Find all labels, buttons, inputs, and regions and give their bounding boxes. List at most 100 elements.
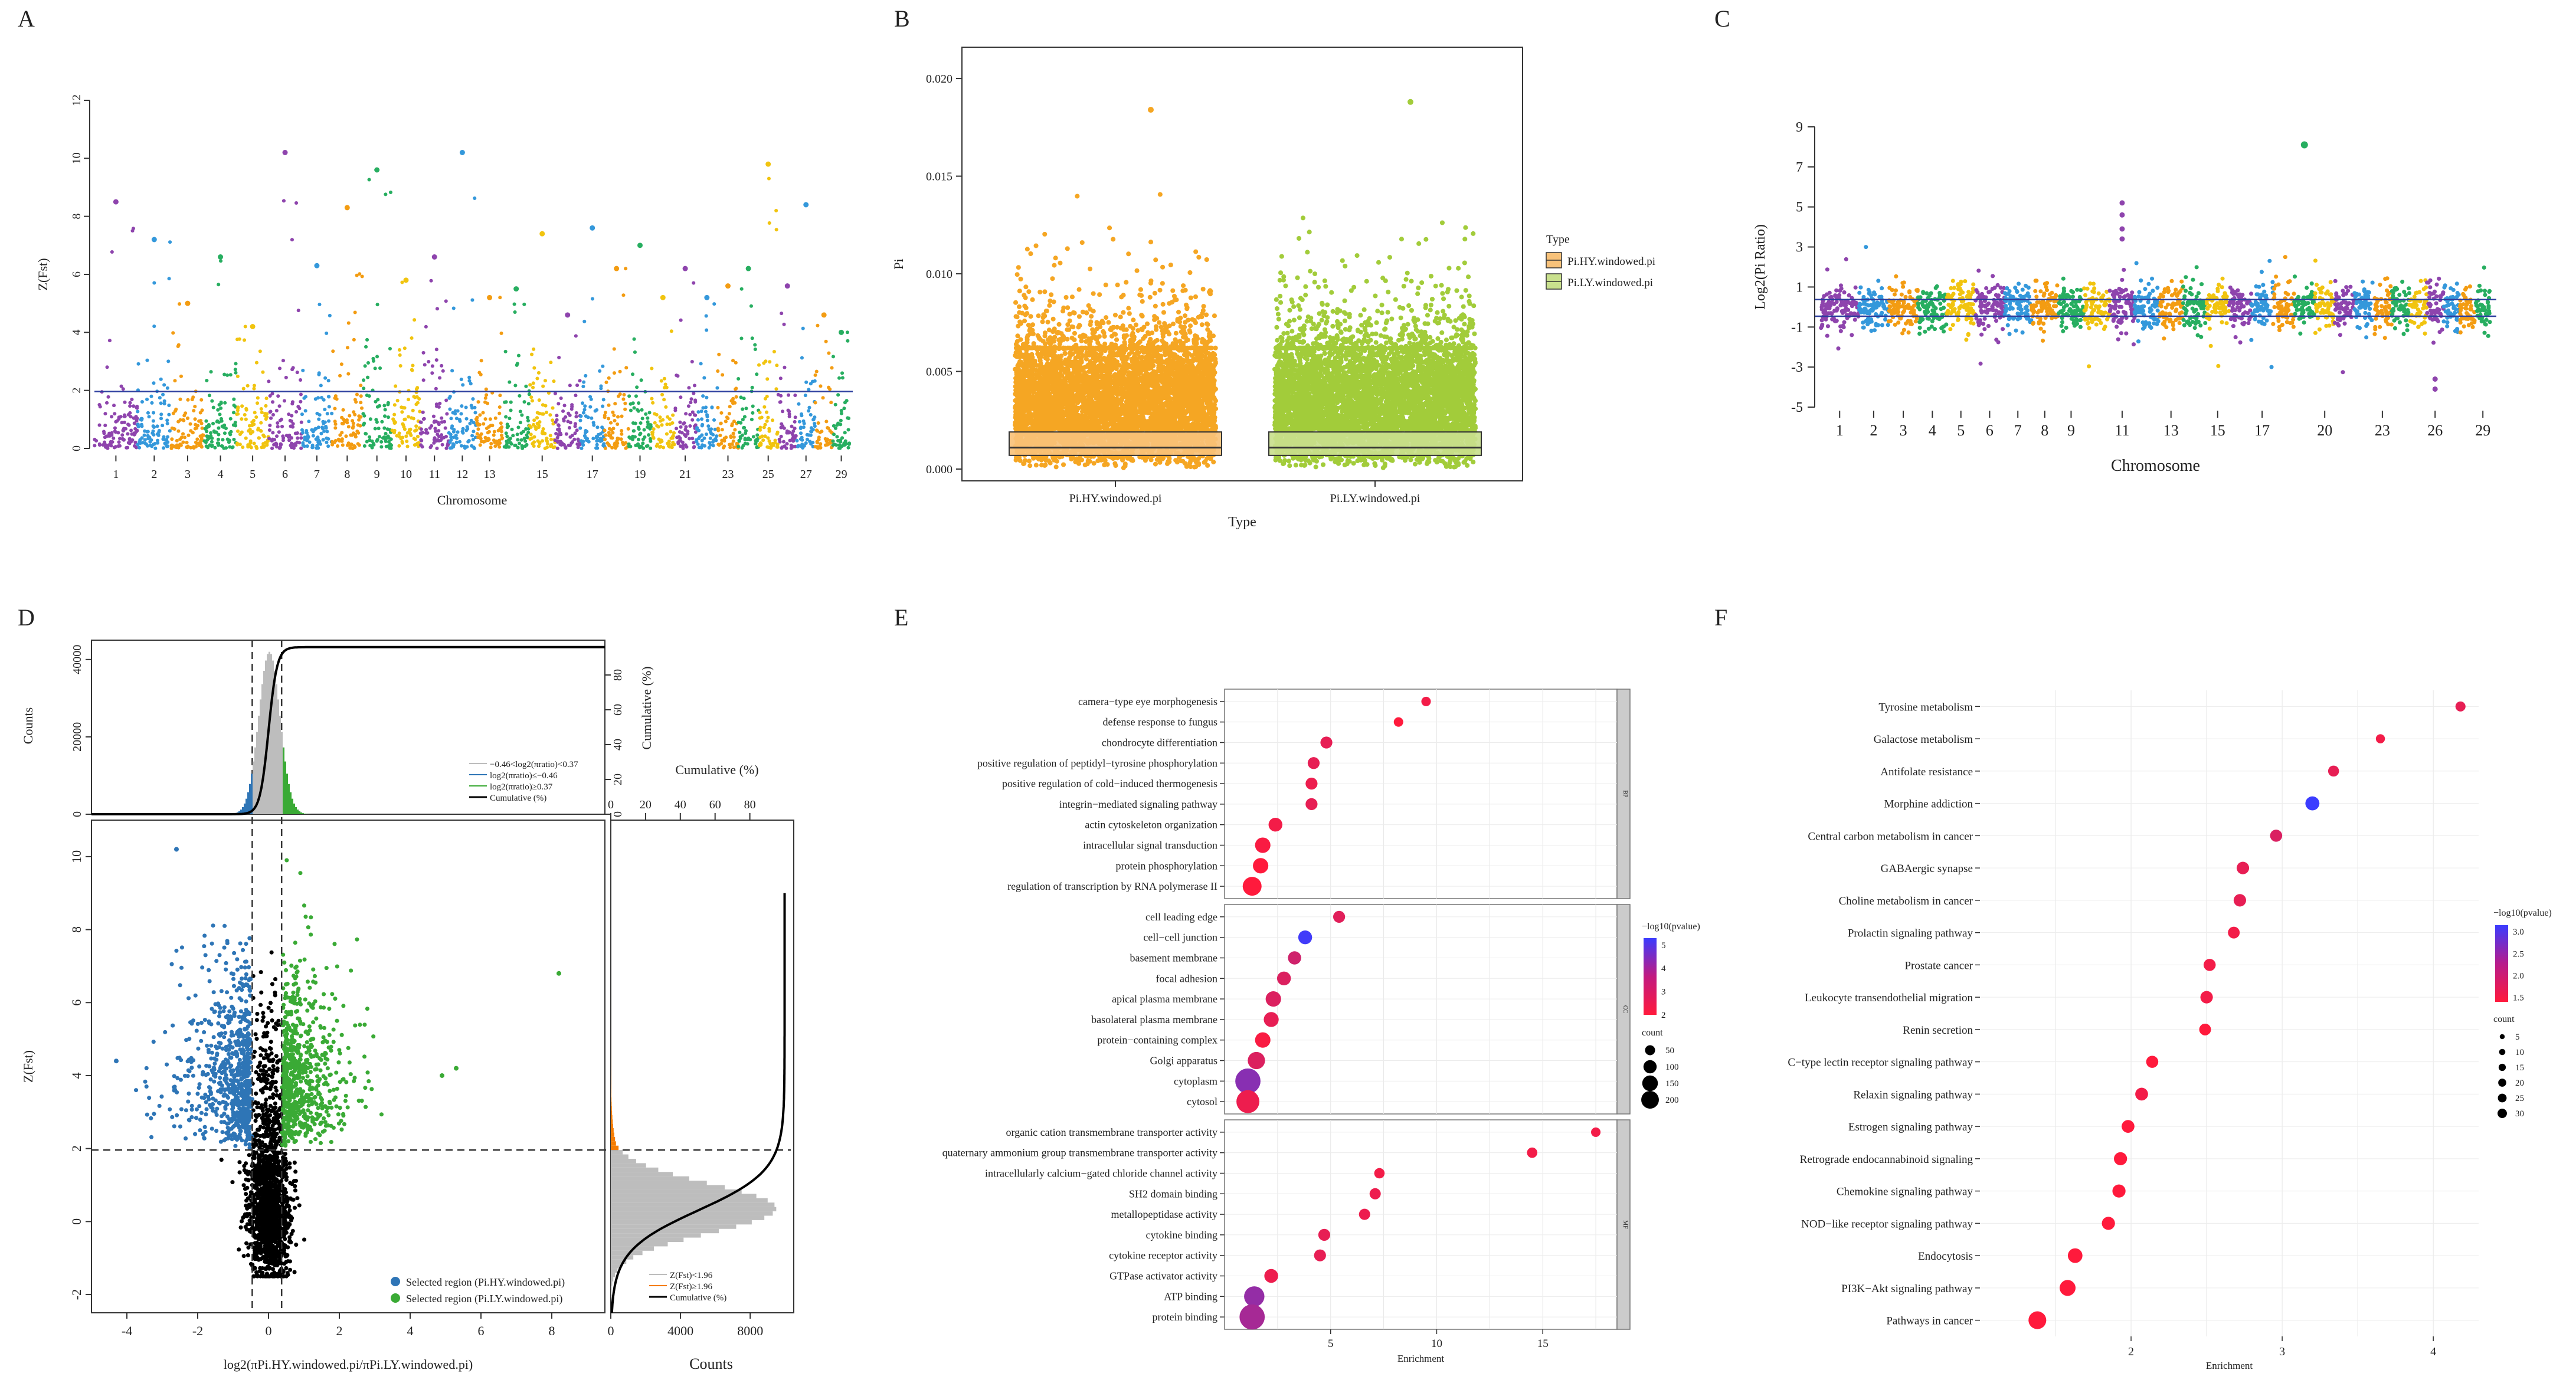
- low-point: [2432, 386, 2438, 392]
- chromosome-18-points: [603, 266, 630, 450]
- peak-point: [185, 300, 191, 306]
- max-point: [1408, 99, 1413, 105]
- point-cloud: [1857, 245, 1891, 333]
- y-tick-label: 0.005: [926, 366, 953, 379]
- y-tick-label: 12: [70, 94, 83, 106]
- scatter-outlier: [174, 847, 179, 852]
- term-dot: [2028, 1311, 2047, 1329]
- y-tick-label: 0: [69, 1218, 84, 1225]
- peak-point: [682, 266, 688, 271]
- right-hist-bar: [611, 1237, 684, 1243]
- x-tick-label: 0: [266, 1323, 272, 1338]
- top-hist-bar: [244, 803, 246, 814]
- top-hist-bar: [240, 810, 242, 814]
- term-label: positive regulation of cold−induced ther…: [1002, 778, 1217, 789]
- point-cloud: [2082, 281, 2112, 369]
- right-hist-bar: [611, 1194, 757, 1198]
- peak-point: [250, 324, 256, 329]
- chromosome-2-points: [1857, 245, 1891, 333]
- chromosome-22-points: [694, 294, 719, 450]
- panel-b: 0.000 0.005 0.010 0.015 0.020 Pi Pi.HY.windowe…: [891, 47, 1655, 530]
- term-label: Antifolate resistance: [1880, 766, 1973, 778]
- legend-dot: [391, 1277, 400, 1286]
- legend-label: −0.46<log2(πratio)<0.37: [490, 760, 578, 769]
- chromosome-12-points: [2132, 261, 2161, 344]
- right-hist-bar: [611, 1220, 752, 1225]
- chromosome-10-points: [390, 277, 422, 448]
- term-label: Prolactin signaling pathway: [1848, 928, 1973, 940]
- x-tick-label: 5: [1328, 1338, 1334, 1350]
- facet-frame: [1224, 1119, 1618, 1330]
- y-tick-label: -3: [1791, 360, 1803, 375]
- x-tick-label: 11: [2115, 422, 2129, 439]
- point-cloud: [2227, 285, 2254, 345]
- right-hist-bar: [611, 1176, 689, 1181]
- y-tick-label: 4: [69, 1072, 84, 1079]
- point-cloud: [2107, 267, 2137, 347]
- term-label: cytokine receptor activity: [1109, 1250, 1217, 1261]
- chromosome-1-points: [1819, 257, 1861, 351]
- term-label: Renin secretion: [1903, 1024, 1973, 1037]
- jitter-points: [1272, 345, 1478, 470]
- top-y-tick-label: 0: [71, 811, 84, 817]
- chromosome-17-points: [2249, 258, 2275, 369]
- right-top-tick-label: 40: [675, 798, 686, 811]
- x-axis-label: Enrichment: [2206, 1360, 2253, 1371]
- point-cloud: [2332, 278, 2356, 375]
- y-tick-label: 6: [70, 271, 83, 277]
- x-tick-label: 17: [587, 468, 598, 481]
- x-tick-label: 6: [282, 468, 288, 481]
- top-hist-bar: [254, 747, 256, 814]
- term-dot: [1298, 930, 1312, 945]
- right-hist-bar: [611, 1163, 646, 1168]
- peak-point: [344, 205, 350, 211]
- top-right-axis-label: Cumulative (%): [639, 666, 654, 749]
- term-label: Relaxin signaling pathway: [1853, 1089, 1973, 1101]
- point-cloud: [2313, 258, 2337, 335]
- chromosome-8-points: [2029, 278, 2060, 343]
- right-top-tick-label: 80: [744, 798, 756, 811]
- peak-point: [614, 266, 620, 271]
- right-hist-bar: [611, 1119, 613, 1124]
- point-cloud: [93, 227, 139, 450]
- term-label: PI3K−Akt signaling pathway: [1841, 1283, 1973, 1295]
- point-cloud: [447, 196, 478, 450]
- chromosome-12-points: [447, 150, 478, 450]
- peak-point: [745, 266, 751, 271]
- top-hist-bar: [290, 792, 292, 814]
- term-dot: [1359, 1208, 1370, 1220]
- term-dot: [2146, 1056, 2159, 1068]
- chromosome-20-points: [2313, 258, 2337, 335]
- legend-dot: [391, 1293, 400, 1303]
- color-legend-tick: 5: [1661, 941, 1666, 951]
- point-cloud: [361, 178, 394, 450]
- color-legend-tick: 4: [1661, 964, 1666, 974]
- term-dot: [1255, 837, 1271, 853]
- right-hist-bar: [611, 1202, 775, 1207]
- top-hist-bar: [277, 699, 279, 814]
- panel-label-e: E: [894, 604, 908, 631]
- right-top-tick-label: 60: [709, 798, 721, 811]
- outlier-points: [1013, 192, 1217, 350]
- chromosome-13-points: [474, 294, 505, 450]
- top-hist-bar: [270, 654, 272, 814]
- panel-f: Tyrosine metabolism Galactose metabolism A…: [1788, 690, 2552, 1371]
- legend-label: Pi.HY.windowed.pi: [1567, 255, 1655, 268]
- chromosome-9-points: [2057, 276, 2086, 333]
- term-dot: [1527, 1147, 1538, 1158]
- size-legend-label: 100: [1665, 1063, 1679, 1072]
- term-dot: [1393, 717, 1403, 727]
- right-hist-bar: [611, 1233, 701, 1238]
- term-dot: [1305, 798, 1318, 811]
- term-dot: [2060, 1280, 2076, 1296]
- color-bar: [1644, 938, 1657, 1015]
- top-y-tick-label: 40000: [71, 645, 84, 674]
- term-dot: [2270, 830, 2283, 842]
- point-cloud: [1945, 278, 1977, 342]
- x-tick-label: 27: [800, 468, 812, 481]
- term-label: quaternary ammonium group transmembrane …: [942, 1147, 1217, 1159]
- term-label: Central carbon metabolism in cancer: [1808, 830, 1973, 843]
- term-label: basolateral plasma membrane: [1091, 1014, 1217, 1025]
- point-cloud: [390, 280, 422, 448]
- x-tick-label: 20: [2317, 422, 2332, 439]
